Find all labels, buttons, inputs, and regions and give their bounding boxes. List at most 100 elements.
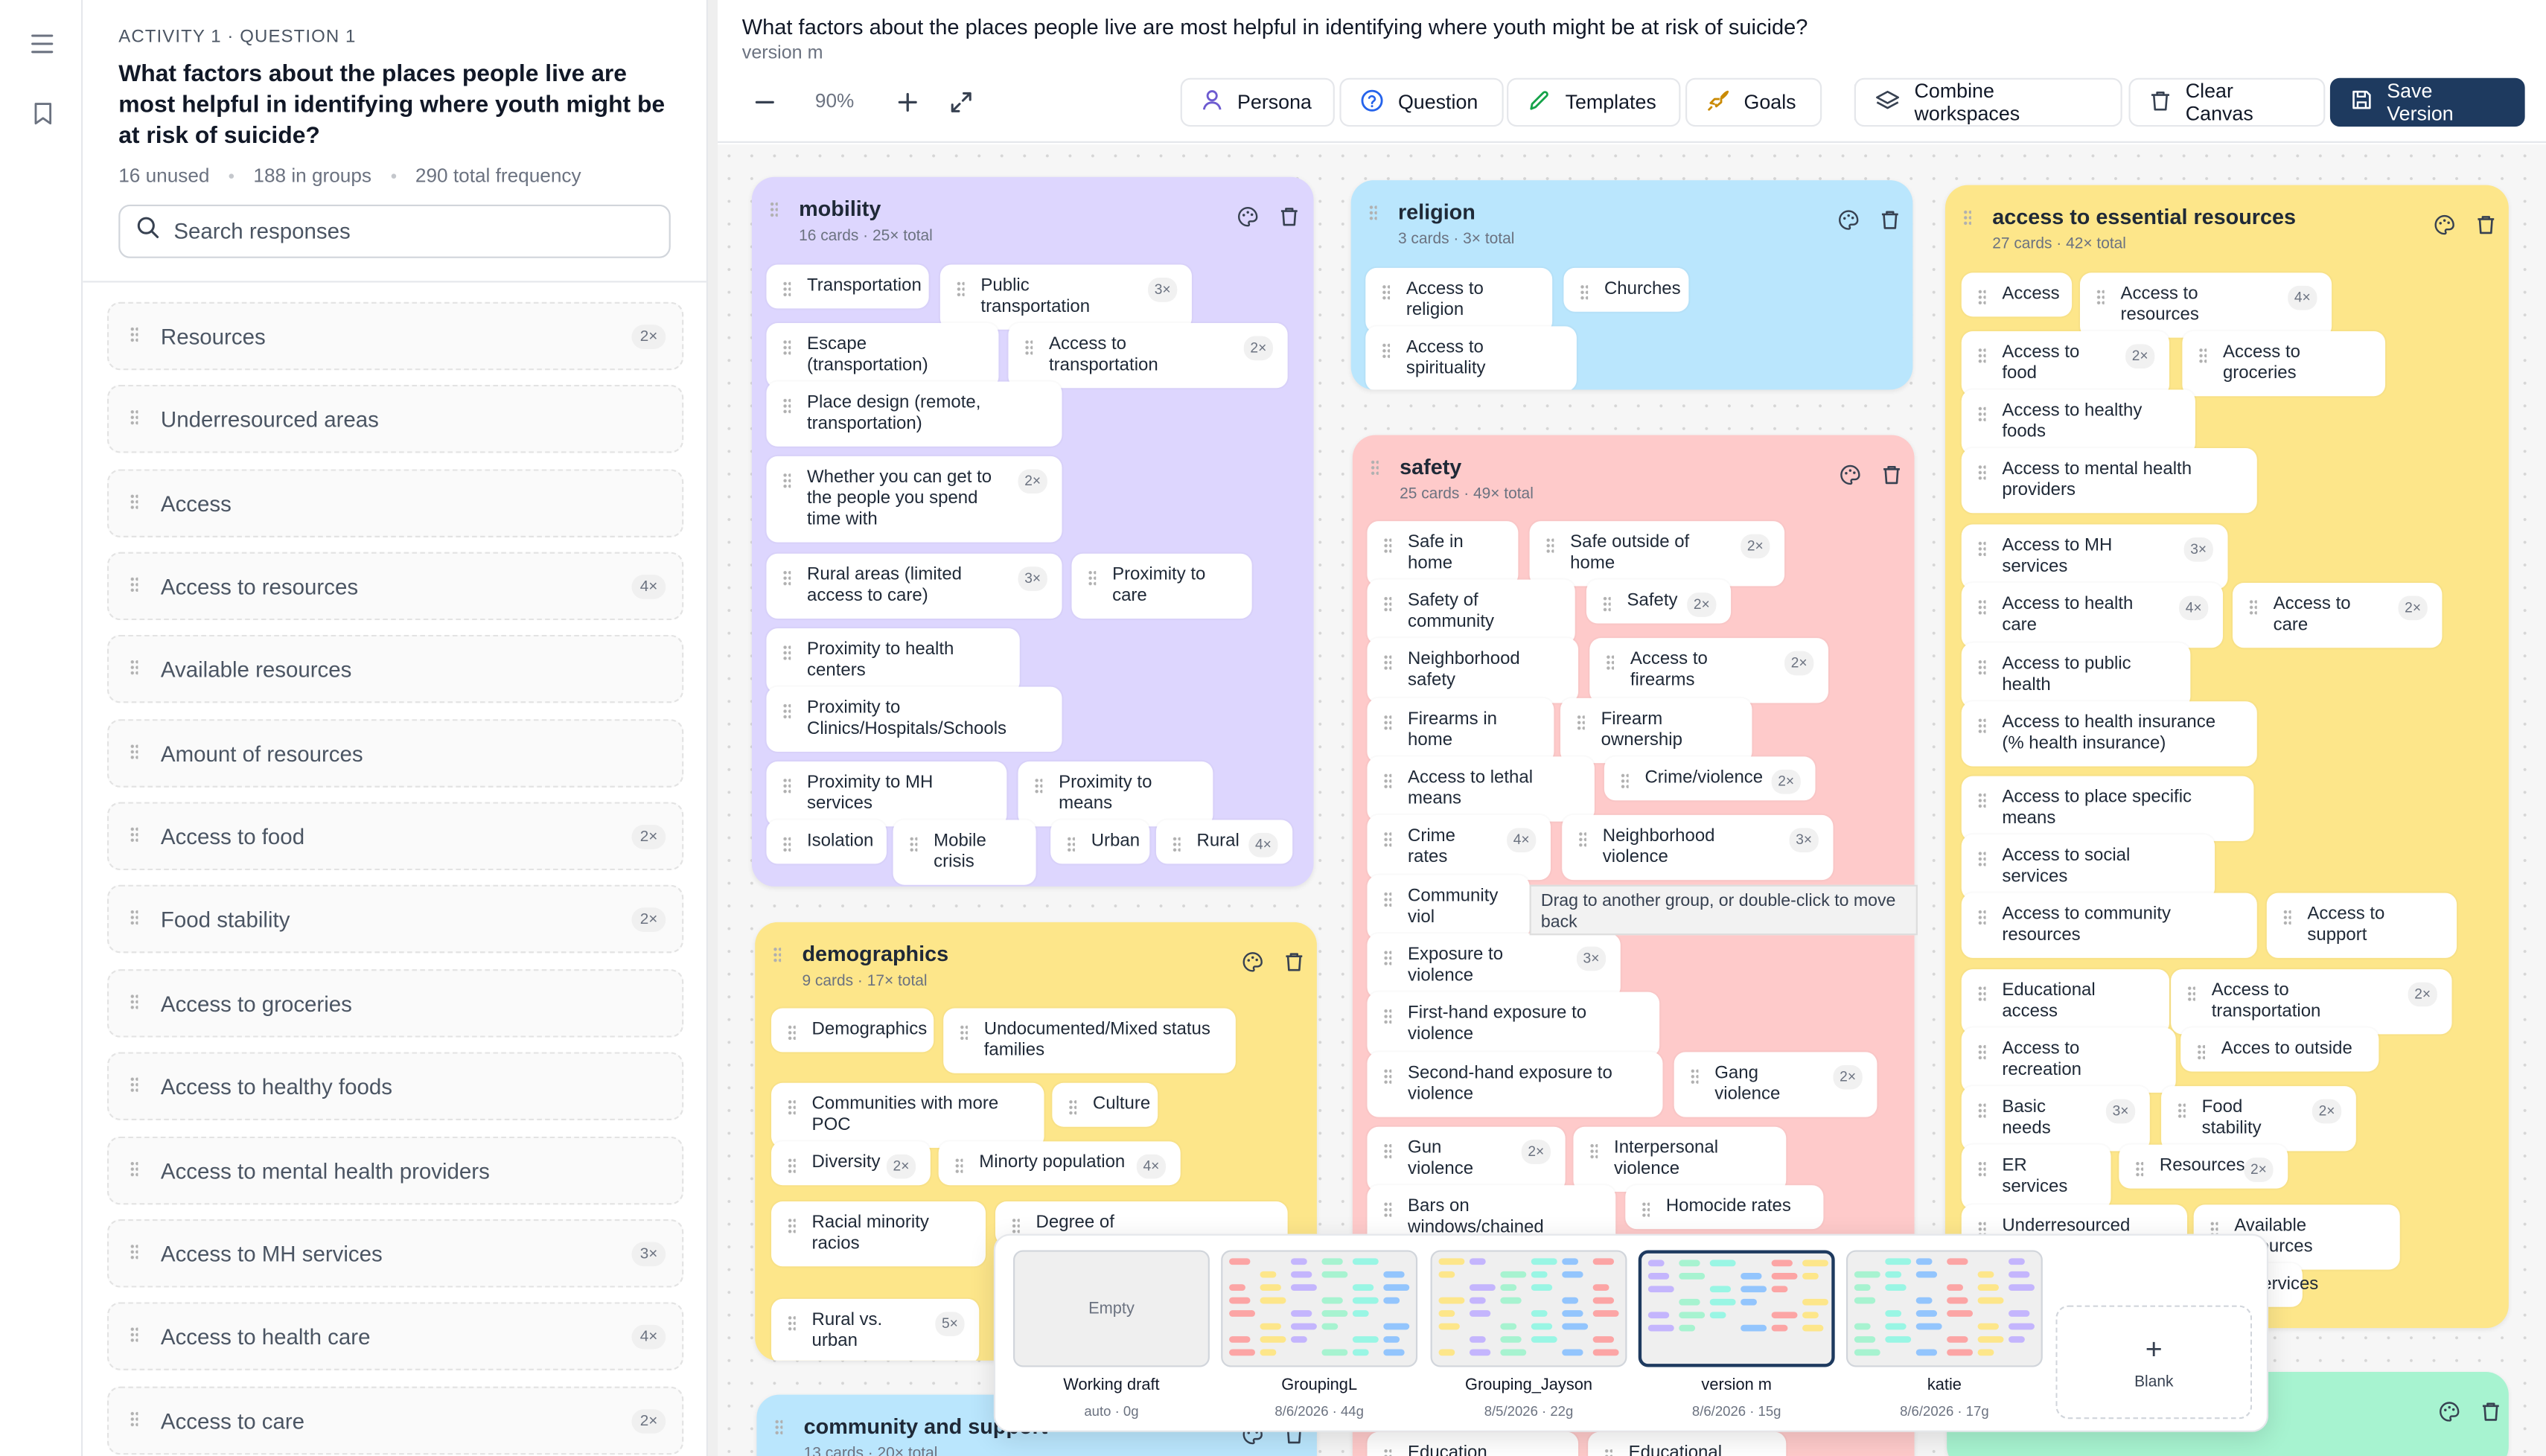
drag-handle-icon[interactable] xyxy=(130,1076,138,1093)
drag-handle-icon[interactable] xyxy=(130,1326,138,1343)
response-card[interactable]: Safety 2× xyxy=(1586,579,1732,624)
drag-handle-icon[interactable] xyxy=(782,777,791,794)
response-card[interactable]: Transportation xyxy=(766,264,929,309)
drag-handle-icon[interactable] xyxy=(130,326,138,343)
templates-button[interactable]: Templates xyxy=(1507,77,1681,127)
response-card[interactable]: Rural 4× xyxy=(1155,820,1293,864)
response-card[interactable]: Rural areas (limited access to care) 3× xyxy=(766,553,1062,619)
response-card[interactable]: Food stability 2× xyxy=(2161,1086,2356,1152)
response-card[interactable]: Public transportation 3× xyxy=(939,264,1192,330)
panel-resizer[interactable] xyxy=(707,0,718,1456)
response-card[interactable]: Access to support xyxy=(2266,893,2457,958)
drag-handle-icon[interactable] xyxy=(1977,598,1986,616)
drag-handle-icon[interactable] xyxy=(1606,654,1615,671)
response-card[interactable]: Firearms in home xyxy=(1367,697,1554,764)
drag-handle-icon[interactable] xyxy=(2282,909,2291,926)
response-card[interactable]: Access to public health xyxy=(1961,642,2191,708)
drag-handle-icon[interactable] xyxy=(1977,985,1986,1002)
drag-handle-icon[interactable] xyxy=(1580,284,1589,301)
response-item[interactable]: Amount of resources xyxy=(106,719,684,788)
drag-handle-icon[interactable] xyxy=(1024,339,1033,356)
palette-icon[interactable] xyxy=(1837,208,1860,231)
drag-handle-icon[interactable] xyxy=(909,836,918,853)
response-card[interactable]: Access to food 2× xyxy=(1961,331,2169,397)
drag-handle-icon[interactable] xyxy=(1383,1448,1392,1456)
drag-handle-icon[interactable] xyxy=(1172,836,1181,853)
response-card[interactable]: Rural vs. urban 5× xyxy=(771,1298,980,1361)
drag-handle-icon[interactable] xyxy=(1383,714,1392,731)
drag-handle-icon[interactable] xyxy=(130,909,138,926)
drag-handle-icon[interactable] xyxy=(1382,342,1391,360)
drag-handle-icon[interactable] xyxy=(2248,598,2257,616)
group-mobility[interactable]: mobility 16 cards · 25× total Transportati… xyxy=(751,176,1314,887)
drag-handle-icon[interactable] xyxy=(1382,284,1391,301)
response-card[interactable]: Crime rates 4× xyxy=(1367,814,1551,881)
response-card[interactable]: Gun violence 2× xyxy=(1367,1126,1566,1192)
response-card[interactable]: Access to groceries xyxy=(2182,331,2386,397)
zoom-out-button[interactable] xyxy=(748,86,781,119)
drag-handle-icon[interactable] xyxy=(1576,714,1585,731)
response-card[interactable]: Minorty population 4× xyxy=(938,1141,1181,1186)
question-button[interactable]: Question xyxy=(1339,77,1504,127)
drag-handle-icon[interactable] xyxy=(1088,569,1097,587)
response-item[interactable]: Resources 2× xyxy=(106,301,684,371)
response-card[interactable]: Diversity 2× xyxy=(771,1141,931,1186)
drag-handle-icon[interactable] xyxy=(2186,985,2195,1002)
version-card[interactable]: GroupingL 8/6/2026 · 44g xyxy=(1221,1250,1418,1419)
drag-handle-icon[interactable] xyxy=(782,339,791,356)
menu-icon[interactable] xyxy=(28,29,57,58)
drag-handle-icon[interactable] xyxy=(1383,891,1392,908)
group-name[interactable]: safety xyxy=(1400,454,1462,479)
save-version-button[interactable]: Save Version xyxy=(2329,77,2525,127)
response-card[interactable]: Access to community resources xyxy=(1961,893,2257,958)
drag-handle-icon[interactable] xyxy=(130,1411,138,1428)
delete-group-icon[interactable] xyxy=(2475,213,2498,236)
group-essential[interactable]: access to essential resources 27 cards · … xyxy=(1944,185,2509,1329)
drag-handle-icon[interactable] xyxy=(960,1024,968,1041)
response-card[interactable]: Neighborhood safety xyxy=(1367,638,1579,703)
response-card[interactable]: Access to spirituality xyxy=(1365,326,1577,390)
drag-handle-icon[interactable] xyxy=(787,1217,796,1234)
drag-handle-icon[interactable] xyxy=(1578,831,1586,848)
response-card[interactable]: Access to resources 4× xyxy=(2080,272,2332,338)
zoom-in-button[interactable] xyxy=(891,86,924,119)
drag-handle-icon[interactable] xyxy=(2177,1102,2186,1119)
palette-icon[interactable] xyxy=(1240,950,1263,973)
drag-handle-icon[interactable] xyxy=(1383,1143,1392,1160)
delete-group-icon[interactable] xyxy=(1880,463,1904,486)
drag-handle-icon[interactable] xyxy=(1383,654,1392,671)
response-card[interactable]: Access to place specific means xyxy=(1961,776,2254,841)
response-card[interactable]: Access to firearms 2× xyxy=(1589,638,1828,703)
drag-handle-icon[interactable] xyxy=(1977,1221,1986,1238)
drag-handle-icon[interactable] xyxy=(782,644,791,661)
drag-handle-icon[interactable] xyxy=(2096,289,2105,306)
delete-group-icon[interactable] xyxy=(1278,205,1301,228)
drag-handle-icon[interactable] xyxy=(787,1024,796,1041)
response-card[interactable]: Culture xyxy=(1052,1082,1158,1127)
palette-icon[interactable] xyxy=(2432,213,2455,236)
response-item[interactable]: Access to care 2× xyxy=(106,1386,684,1455)
drag-handle-icon[interactable] xyxy=(1383,1068,1392,1085)
drag-handle-icon[interactable] xyxy=(130,659,138,676)
blank-version-button[interactable]: + Blank xyxy=(2055,1305,2253,1420)
response-card[interactable]: Urban xyxy=(1050,820,1150,864)
drag-handle-icon[interactable] xyxy=(1383,1201,1392,1218)
drag-handle-icon[interactable] xyxy=(1589,1143,1598,1160)
response-card[interactable]: Demographics xyxy=(771,1008,934,1053)
response-card[interactable]: Access to transportation 2× xyxy=(1008,323,1288,389)
response-card[interactable]: Access to religion xyxy=(1365,267,1553,333)
drag-handle-icon[interactable] xyxy=(782,569,791,587)
bookmark-icon[interactable] xyxy=(28,99,57,128)
persona-button[interactable]: Persona xyxy=(1180,77,1335,127)
palette-icon[interactable] xyxy=(2437,1399,2460,1423)
drag-handle-icon[interactable] xyxy=(782,281,791,298)
response-card[interactable]: Gang violence 2× xyxy=(1674,1052,1877,1117)
drag-handle-icon[interactable] xyxy=(1383,1008,1392,1025)
response-item[interactable]: Access to MH services 3× xyxy=(106,1219,684,1288)
drag-handle-icon[interactable] xyxy=(1977,406,1986,423)
drag-handle-icon[interactable] xyxy=(782,397,791,415)
group-drag-handle-icon[interactable] xyxy=(1370,459,1379,476)
group-drag-handle-icon[interactable] xyxy=(769,201,778,218)
response-card[interactable]: Communities with more POC xyxy=(771,1082,1044,1149)
response-card[interactable]: Crime/violence 2× xyxy=(1604,756,1816,801)
